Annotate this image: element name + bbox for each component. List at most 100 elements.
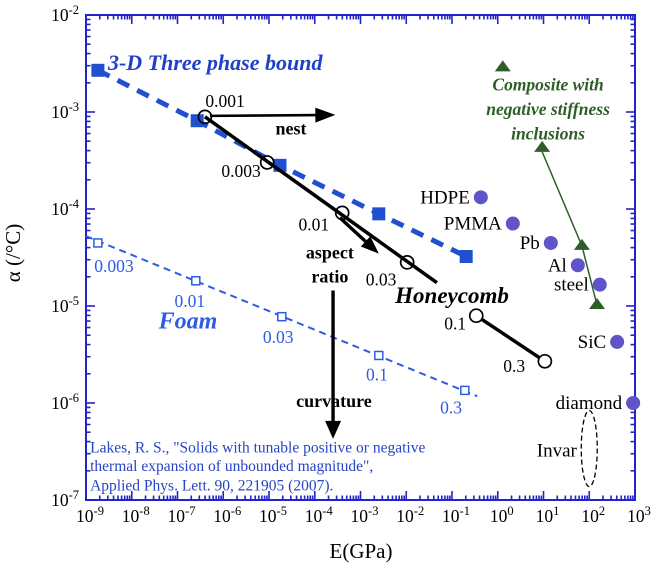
x-tick-label: 10-5 [259, 504, 287, 526]
nest-arrow-shaft [209, 113, 319, 118]
nest-arrow [209, 107, 336, 123]
label-hdpe: HDPE [420, 187, 470, 208]
marker-composite-negative-stiffness-3 [589, 298, 606, 310]
data-point-pb [543, 235, 558, 250]
honeycomb-label: Honeycomb [394, 283, 509, 308]
composite-label-line-2: inclusions [511, 124, 585, 144]
marker-three-phase-bound-4 [459, 250, 473, 264]
series-composite-negative-stiffness [494, 60, 606, 310]
x-tick-label: 10-7 [168, 504, 196, 526]
annotations: 3-D Three phase bound Composite with negat… [94, 50, 610, 461]
y-tick-label: 10-4 [51, 197, 80, 219]
y-tick-labels: 10-2 10-3 10-4 10-5 10-6 10-7 [51, 3, 80, 510]
x-axis-title: E(GPa) [330, 539, 393, 563]
x-tick-labels: 10-9 10-8 10-7 10-6 10-5 10-4 10-3 10-2 10-1 100 1… [76, 504, 651, 526]
y-tick-label: 10-6 [51, 391, 79, 413]
rib-label-0003: 0.003 [221, 161, 261, 181]
x-tick-label: 100 [490, 504, 514, 526]
marker-three-phase-bound-3 [372, 207, 386, 221]
y-tick-label: 10-7 [51, 488, 79, 510]
label-pmma: PMMA [444, 214, 502, 235]
aspect-ratio-arrow-shaft [338, 216, 369, 245]
marker-honeycomb-upper-3 [399, 255, 415, 270]
label-sic: SiC [578, 332, 607, 353]
rib-label-03: 0.3 [503, 356, 525, 376]
nest-label: nest [275, 118, 306, 138]
foam-label-01: 0.1 [366, 365, 388, 385]
citation-line-1: thermal expansion of unbounded magnitude… [90, 458, 373, 475]
data-point-pmma [505, 216, 520, 231]
rib-label-003: 0.03 [366, 270, 397, 290]
marker-honeycomb-upper-1 [259, 155, 275, 170]
data-point-diamond [626, 396, 641, 410]
series-line-honeycomb-upper [203, 115, 438, 285]
marker-foam-2 [277, 311, 287, 322]
series-honeycomb-lower [468, 308, 553, 369]
label-al: Al [548, 255, 567, 276]
marker-composite-negative-stiffness-1 [534, 140, 551, 152]
citation-line-2: Applied Phys. Lett. 90, 221905 (2007). [90, 477, 333, 494]
marker-foam-0 [93, 238, 103, 248]
x-tick-label: 10-9 [76, 504, 104, 526]
label-pb: Pb [520, 233, 540, 254]
x-tick-label: 10-4 [305, 504, 334, 526]
data-point-sic [610, 334, 625, 349]
foam-label-001: 0.01 [175, 291, 206, 311]
x-tick-label: 102 [581, 504, 605, 526]
foam-label-003: 0.03 [263, 327, 294, 347]
rib-label-01: 0.1 [444, 313, 466, 333]
label-steel: steel [554, 275, 589, 296]
y-tick-label: 10-2 [51, 3, 79, 25]
marker-three-phase-bound-1 [190, 114, 204, 128]
series-line-foam [85, 235, 478, 398]
foam-label-0003: 0.003 [94, 256, 134, 276]
marker-three-phase-bound-0 [91, 63, 105, 77]
marker-foam-4 [460, 385, 470, 396]
nest-arrow-head [315, 107, 336, 123]
citation: Lakes, R. S., "Solids with tunable posit… [90, 439, 425, 494]
y-axis-title: α (/°C) [1, 224, 25, 282]
marker-honeycomb-lower-1 [537, 353, 553, 369]
x-tick-label: 101 [536, 504, 560, 526]
rib-label-001: 0.01 [299, 214, 330, 234]
series-three-phase-bound [91, 63, 473, 264]
curvature-arrow-head [325, 420, 342, 439]
data-point-steel [592, 277, 607, 292]
label-diamond: diamond [556, 393, 623, 414]
invar-region-ellipse [580, 409, 598, 488]
x-tick-label: 10-2 [396, 504, 424, 526]
rib-label-0001: 0.001 [205, 91, 244, 111]
x-tick-label: 10-3 [351, 504, 379, 526]
aspect-ratio-arrow-head [360, 236, 379, 254]
data-point-hdpe [473, 190, 488, 205]
y-tick-label: 10-3 [51, 100, 79, 122]
x-tick-label: 10-1 [442, 504, 470, 526]
series-foam [85, 235, 478, 398]
aspect-ratio-label-line-0: aspect [306, 242, 354, 262]
marker-composite-negative-stiffness-0 [494, 60, 511, 72]
x-tick-label: 10-8 [122, 504, 150, 526]
composite-label-line-0: Composite with [492, 75, 603, 95]
y-tick-label: 10-5 [51, 294, 79, 316]
curvature-arrow [325, 290, 342, 439]
aspect-ratio-arrow [338, 216, 379, 254]
composite-label-line-1: negative stiffness [486, 99, 610, 119]
marker-foam-3 [374, 350, 384, 361]
data-point-al [570, 258, 585, 273]
marker-foam-1 [191, 276, 201, 286]
x-tick-label: 103 [627, 504, 651, 526]
foam-label: Foam [158, 308, 218, 334]
marker-honeycomb-lower-0 [468, 308, 484, 324]
x-tick-label: 10-6 [213, 504, 241, 526]
foam-label-03: 0.3 [440, 398, 462, 418]
citation-line-0: Lakes, R. S., "Solids with tunable posit… [90, 439, 425, 456]
three-phase-bound-label: 3-D Three phase bound [107, 50, 324, 75]
axes [85, 14, 636, 501]
series-line-honeycomb-lower [475, 314, 546, 363]
marker-composite-negative-stiffness-2 [573, 238, 590, 250]
invar-label: Invar [537, 440, 578, 461]
aspect-ratio-label-line-1: ratio [311, 266, 348, 286]
